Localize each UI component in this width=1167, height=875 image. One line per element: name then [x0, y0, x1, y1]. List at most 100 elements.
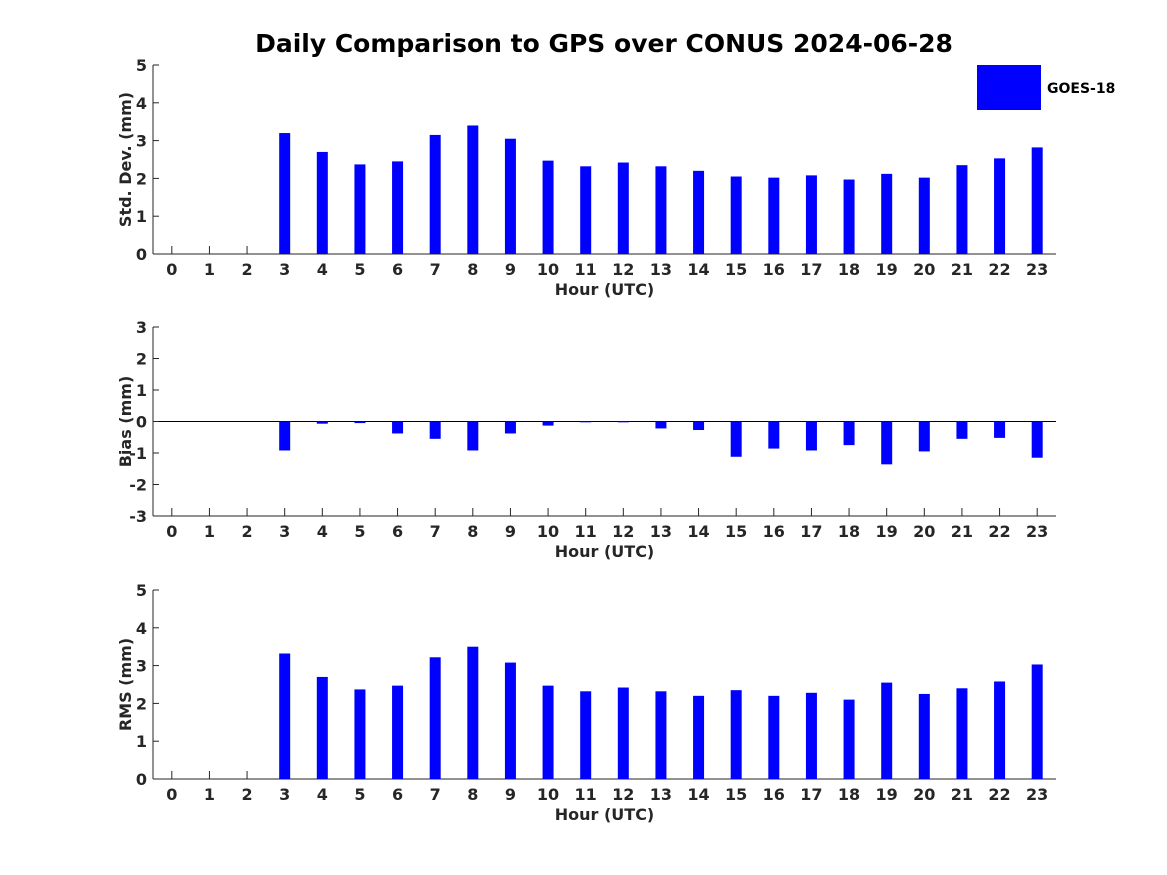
rms-bar-hour-13 [655, 691, 667, 779]
stddev-bar-hour-19 [881, 173, 893, 254]
rms-bar-hour-15 [730, 690, 742, 779]
bias-bar-hour-21 [956, 421, 968, 439]
bias-x-tick-label: 13 [650, 522, 672, 541]
rms-bar-hour-14 [693, 695, 705, 779]
stddev-bar-hour-4 [316, 151, 328, 254]
rms-bar-hour-6 [392, 685, 404, 779]
rms-x-axis-label: Hour (UTC) [555, 805, 655, 824]
rms-bar-hour-12 [617, 687, 629, 779]
bias-bar-hour-20 [918, 421, 930, 452]
rms-x-tick-label: 19 [876, 785, 898, 804]
bias-y-axis-label: Bias (mm) [116, 376, 135, 468]
stddev-x-tick-label: 2 [241, 260, 252, 279]
bias-x-tick-label: 2 [241, 522, 252, 541]
stddev-y-tick-label: 3 [136, 132, 147, 151]
stddev-x-tick-label: 16 [763, 260, 785, 279]
stddev-x-tick-label: 7 [430, 260, 441, 279]
stddev-x-tick-label: 6 [392, 260, 403, 279]
stddev-y-axis-label: Std. Dev. (mm) [116, 92, 135, 227]
bias-bar-hour-15 [730, 421, 742, 457]
rms-x-tick-label: 14 [687, 785, 709, 804]
bias-bar-hour-7 [429, 421, 441, 439]
stddev-x-tick-label: 1 [204, 260, 215, 279]
stddev-bar-hour-13 [655, 166, 667, 254]
bias-bar-hour-5 [354, 421, 366, 424]
stddev-x-tick-label: 9 [505, 260, 516, 279]
stddev-bar-hour-23 [1031, 147, 1043, 254]
rms-x-tick-label: 23 [1026, 785, 1048, 804]
rms-x-tick-label: 16 [763, 785, 785, 804]
rms-y-tick-label: 2 [136, 694, 147, 713]
bias-bar-hour-6 [392, 421, 404, 434]
rms-x-tick-label: 22 [988, 785, 1010, 804]
bias-bar-hour-23 [1031, 421, 1043, 458]
stddev-bar-hour-20 [918, 177, 930, 254]
rms-x-tick-label: 5 [354, 785, 365, 804]
stddev-x-tick-label: 22 [988, 260, 1010, 279]
stddev-bar-hour-11 [580, 166, 592, 254]
stddev-y-tick-label: 5 [136, 56, 147, 75]
bias-x-tick-label: 8 [467, 522, 478, 541]
stddev-bar-hour-3 [279, 133, 291, 254]
stddev-bar-hour-14 [693, 170, 705, 254]
bias-x-tick-label: 11 [575, 522, 597, 541]
bias-bar-hour-3 [279, 421, 291, 451]
legend-swatch [977, 65, 1041, 110]
rms-bar-hour-17 [805, 692, 817, 779]
stddev-x-tick-label: 0 [166, 260, 177, 279]
bias-y-tick-label: 1 [136, 381, 147, 400]
bias-bar-hour-9 [504, 421, 516, 434]
rms-bar-hour-11 [580, 691, 592, 779]
rms-bar-hour-4 [316, 676, 328, 779]
stddev-x-axis-label: Hour (UTC) [555, 280, 655, 299]
bias-x-tick-label: 10 [537, 522, 559, 541]
bias-x-tick-label: 9 [505, 522, 516, 541]
bias-bar-hour-16 [768, 421, 780, 449]
rms-x-tick-label: 8 [467, 785, 478, 804]
stddev-x-tick-label: 14 [687, 260, 709, 279]
rms-bar-hour-7 [429, 657, 441, 779]
rms-y-tick-label: 5 [136, 581, 147, 600]
rms-bar-hour-5 [354, 689, 366, 779]
rms-x-tick-label: 7 [430, 785, 441, 804]
rms-x-tick-label: 13 [650, 785, 672, 804]
stddev-bar-hour-7 [429, 134, 441, 254]
bias-x-tick-label: 22 [988, 522, 1010, 541]
rms-x-tick-label: 2 [241, 785, 252, 804]
rms-bar-hour-18 [843, 699, 855, 779]
rms-x-tick-label: 17 [800, 785, 822, 804]
bias-x-tick-label: 4 [317, 522, 328, 541]
stddev-x-tick-label: 3 [279, 260, 290, 279]
rms-x-tick-label: 0 [166, 785, 177, 804]
stddev-bar-hour-10 [542, 160, 554, 254]
stddev-bar-hour-21 [956, 165, 968, 254]
legend: GOES-18 [977, 65, 1115, 110]
rms-x-tick-label: 1 [204, 785, 215, 804]
stddev-x-tick-label: 17 [800, 260, 822, 279]
bias-x-tick-label: 5 [354, 522, 365, 541]
bias-y-tick-label: 0 [136, 413, 147, 432]
rms-bar-hour-23 [1031, 664, 1043, 779]
rms-y-tick-label: 3 [136, 657, 147, 676]
stddev-bar-hour-15 [730, 176, 742, 254]
bias-bar-hour-14 [693, 421, 705, 431]
rms-x-tick-label: 15 [725, 785, 747, 804]
bias-bar-hour-10 [542, 421, 554, 426]
bias-x-tick-label: 6 [392, 522, 403, 541]
bias-y-tick-label: 2 [136, 350, 147, 369]
bias-x-tick-label: 19 [876, 522, 898, 541]
bias-bar-hour-4 [316, 421, 328, 424]
rms-x-tick-label: 6 [392, 785, 403, 804]
rms-bar-hour-16 [768, 695, 780, 779]
chart-title: Daily Comparison to GPS over CONUS 2024-… [255, 29, 953, 58]
rms-x-tick-label: 11 [575, 785, 597, 804]
bias-x-tick-label: 12 [612, 522, 634, 541]
rms-y-tick-label: 0 [136, 770, 147, 789]
rms-bar-hour-19 [881, 682, 893, 779]
rms-x-tick-label: 3 [279, 785, 290, 804]
stddev-x-tick-label: 4 [317, 260, 328, 279]
bias-x-tick-label: 16 [763, 522, 785, 541]
rms-bar-hour-9 [504, 662, 516, 779]
